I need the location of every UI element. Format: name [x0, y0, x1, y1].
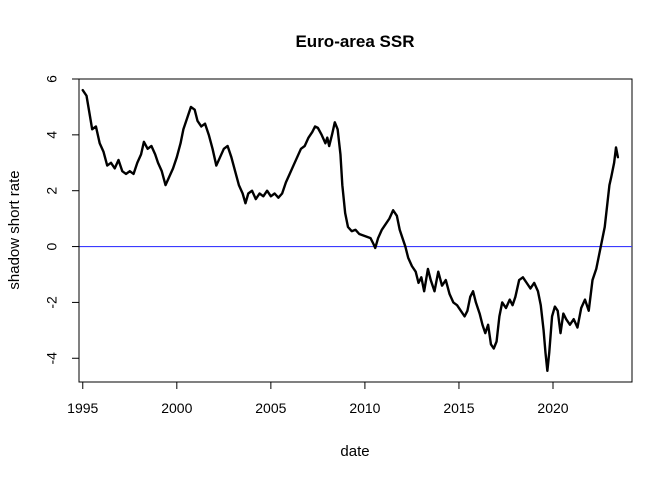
x-tick-label: 2000	[161, 400, 192, 416]
x-axis: 1995 2000 2005 2010 2015 2020	[67, 381, 569, 416]
y-axis-label: shadow short rate	[6, 170, 23, 289]
y-tick-label: -2	[44, 296, 60, 309]
series-line	[81, 88, 620, 373]
y-tick-label: 4	[44, 131, 60, 139]
x-tick-label: 2010	[349, 400, 380, 416]
x-axis-label: date	[340, 443, 369, 460]
y-tick-label: 0	[44, 242, 60, 250]
y-tick-label: -4	[44, 352, 60, 365]
x-tick-label: 1995	[67, 400, 98, 416]
y-axis: -4 -2 0 2 4 6	[44, 75, 80, 365]
y-tick-label: 2	[44, 187, 60, 195]
series-group	[81, 88, 620, 373]
x-tick-label: 2015	[443, 400, 474, 416]
x-tick-label: 2020	[537, 400, 568, 416]
y-tick-label: 6	[44, 75, 60, 83]
x-tick-label: 2005	[255, 400, 286, 416]
chart-title: Euro-area SSR	[295, 32, 414, 51]
